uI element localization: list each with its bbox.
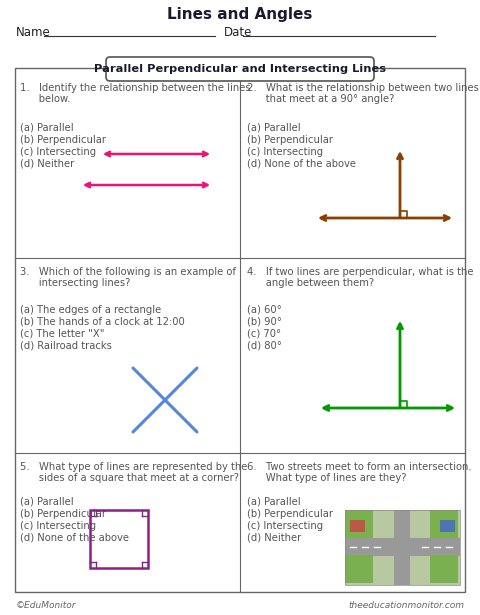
Text: 6.   Two streets meet to form an intersection.: 6. Two streets meet to form an intersect… [247,462,472,472]
Text: (a) Parallel: (a) Parallel [247,497,300,507]
Text: (c) Intersecting: (c) Intersecting [247,147,323,157]
Bar [440,520,455,532]
Text: Name: Name [16,26,51,39]
Text: (d) Neither: (d) Neither [20,159,74,169]
Text: intersecting lines?: intersecting lines? [20,278,131,288]
Bar [345,555,373,583]
Text: (b) Perpendicular: (b) Perpendicular [247,135,333,145]
Text: Lines and Angles: Lines and Angles [168,7,312,23]
Text: below.: below. [20,94,71,104]
Text: 1.   Identify the relationship between the lines: 1. Identify the relationship between the… [20,83,251,93]
Text: (c) 70°: (c) 70° [247,329,281,339]
Text: 3.   Which of the following is an example of: 3. Which of the following is an example … [20,267,236,277]
Text: theeducationmonitor.com: theeducationmonitor.com [348,601,464,611]
Text: (b) Perpendicular: (b) Perpendicular [247,509,333,519]
Text: (a) Parallel: (a) Parallel [247,123,300,133]
Text: (a) Parallel: (a) Parallel [20,497,73,507]
Text: (a) Parallel: (a) Parallel [20,123,73,133]
Bar [430,555,458,583]
Bar [345,510,373,538]
Text: 5.   What type of lines are represented by the: 5. What type of lines are represented by… [20,462,247,472]
Text: Date: Date [224,26,252,39]
Bar [394,510,410,585]
Text: (c) Intersecting: (c) Intersecting [20,147,96,157]
Bar [345,510,460,585]
Text: (b) 90°: (b) 90° [247,317,282,327]
Text: 2.   What is the relationship between two lines: 2. What is the relationship between two … [247,83,479,93]
FancyBboxPatch shape [106,57,374,81]
Bar [430,510,458,538]
Text: (a) The edges of a rectangle: (a) The edges of a rectangle [20,305,161,315]
Text: ©EduMonitor: ©EduMonitor [16,601,76,611]
Bar [350,520,365,532]
Text: (d) 80°: (d) 80° [247,341,282,351]
Bar [345,538,460,556]
Text: Parallel Perpendicular and Intersecting Lines: Parallel Perpendicular and Intersecting … [94,64,386,74]
Text: (b) Perpendicular: (b) Perpendicular [20,509,106,519]
Text: sides of a square that meet at a corner?: sides of a square that meet at a corner? [20,473,239,483]
Text: (b) Perpendicular: (b) Perpendicular [20,135,106,145]
Text: (c) The letter "X": (c) The letter "X" [20,329,105,339]
Text: that meet at a 90° angle?: that meet at a 90° angle? [247,94,395,104]
Text: (d) None of the above: (d) None of the above [20,533,129,543]
Bar [15,68,465,592]
Text: angle between them?: angle between them? [247,278,374,288]
Text: (d) Neither: (d) Neither [247,533,301,543]
Text: (d) None of the above: (d) None of the above [247,159,356,169]
Text: What type of lines are they?: What type of lines are they? [247,473,407,483]
Bar [345,510,460,585]
Text: (c) Intersecting: (c) Intersecting [247,521,323,531]
Text: 4.   If two lines are perpendicular, what is the: 4. If two lines are perpendicular, what … [247,267,473,277]
Text: (b) The hands of a clock at 12:00: (b) The hands of a clock at 12:00 [20,317,185,327]
Text: (c) Intersecting: (c) Intersecting [20,521,96,531]
Bar [90,510,148,568]
Text: (d) Railroad tracks: (d) Railroad tracks [20,341,112,351]
Text: (a) 60°: (a) 60° [247,305,282,315]
